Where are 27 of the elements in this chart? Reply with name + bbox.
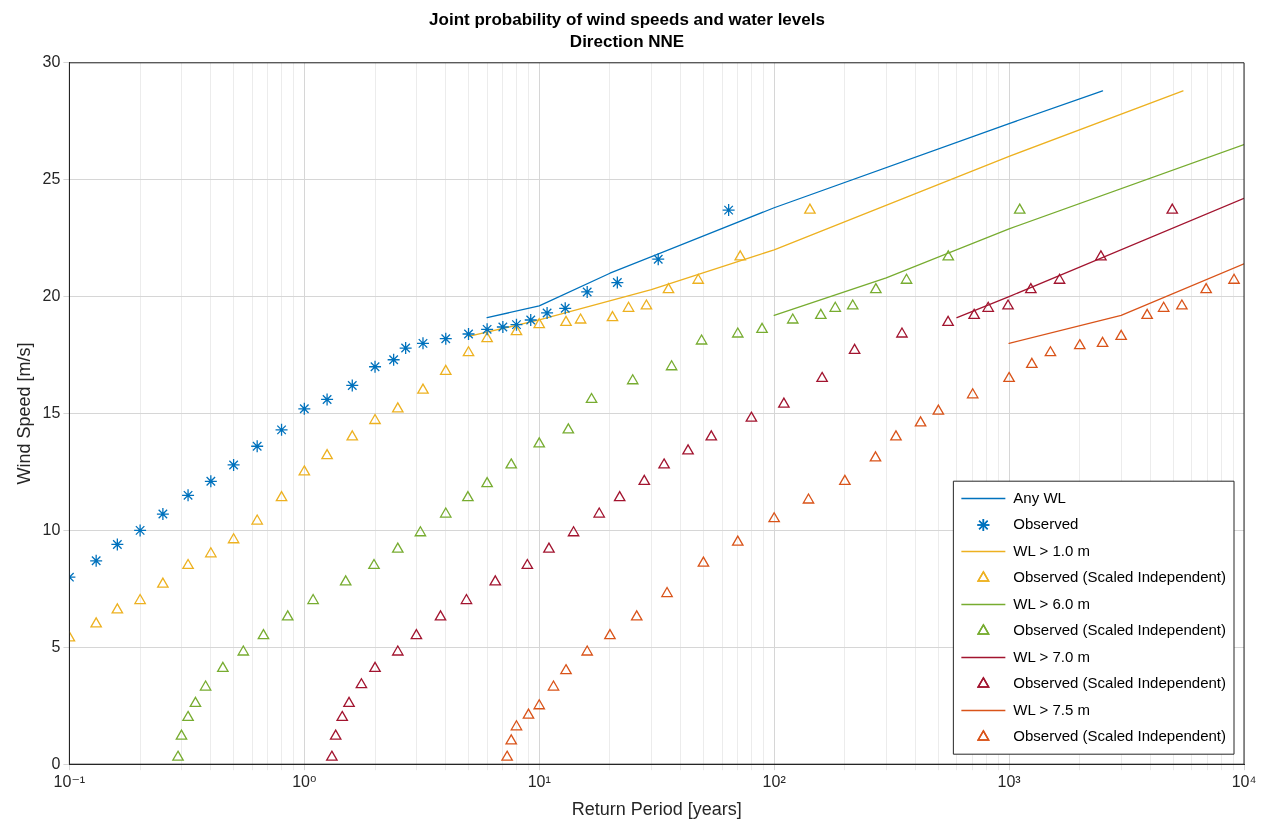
legend-label: WL > 7.0 m	[1013, 647, 1090, 665]
legend-label: WL > 6.0 m	[1013, 594, 1090, 612]
legend-label: Any WL	[1013, 488, 1066, 506]
legend-label: Observed (Scaled Independent)	[1013, 568, 1226, 586]
legend-label: Observed (Scaled Independent)	[1013, 727, 1226, 745]
legend-label: WL > 1.0 m	[1013, 541, 1090, 559]
x-tick-label: 10⁰	[292, 773, 317, 791]
chart-title: Joint probability of wind speeds and water levels	[429, 9, 825, 29]
legend-label: Observed (Scaled Independent)	[1013, 621, 1226, 639]
x-tick-label: 10⁻¹	[53, 773, 86, 791]
x-axis-title: Return Period [years]	[571, 799, 742, 820]
legend-label: Observed	[1013, 515, 1079, 533]
x-tick-label: 10²	[762, 773, 787, 791]
y-tick-label: 0	[51, 754, 61, 772]
y-axis-title: Wind Speed [m/s]	[13, 342, 34, 485]
x-tick-label: 10¹	[527, 773, 551, 791]
y-tick-label: 25	[42, 170, 61, 188]
x-tick-label: 10⁴	[1231, 773, 1257, 791]
y-tick-label: 30	[42, 53, 61, 71]
y-tick-label: 15	[42, 403, 61, 421]
x-tick-label: 10³	[997, 773, 1022, 791]
y-tick-label: 20	[42, 287, 61, 305]
legend-label: Observed (Scaled Independent)	[1013, 674, 1226, 692]
y-tick-label: 10	[42, 520, 61, 538]
legend-label: WL > 7.5 m	[1013, 700, 1090, 718]
chart-subtitle: Direction NNE	[569, 32, 685, 52]
y-tick-label: 5	[51, 637, 61, 655]
